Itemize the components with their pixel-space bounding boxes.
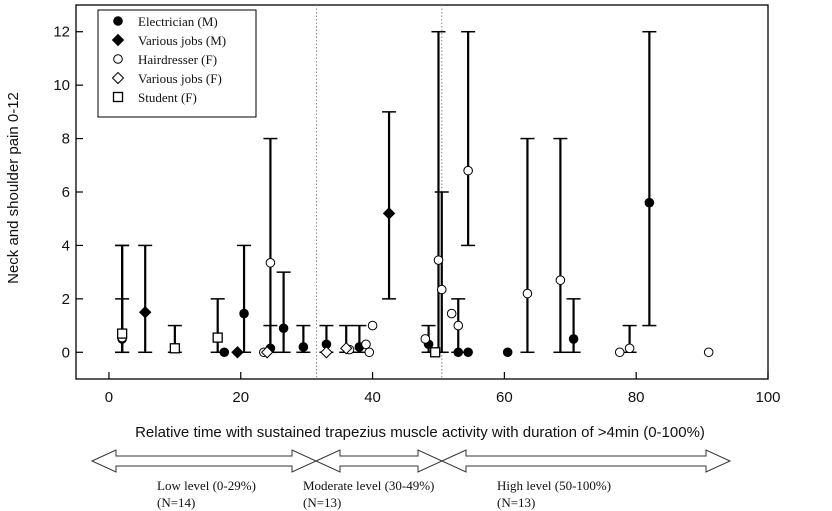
data-points [116,165,714,359]
y-axis: 0 2 4 6 8 10 12 [53,24,83,361]
electrician-m-point [453,347,464,358]
hairdresser-f-point [522,288,533,299]
y-axis-title: Neck and shoulder pain 0-12 [5,92,22,284]
legend-label: Electrician (M) [138,14,218,29]
hairdresser-f-point [446,308,457,319]
region-double-arrow [314,449,444,473]
y-tick-label: 10 [53,77,70,94]
y-tick-label: 6 [62,184,70,201]
student-f-point [116,328,128,339]
electrician-m-point [219,347,230,358]
region-double-arrow [90,449,318,473]
legend-marker [111,33,125,47]
region-label: Low level (0-29%) [157,478,256,493]
x-tick-label: 80 [628,389,645,406]
electrician-m-point [239,308,249,319]
legend-label: Student (F) [138,90,197,105]
various-jobs-f-point [340,342,353,355]
x-tick-label: 100 [755,389,780,406]
hairdresser-f-point [367,320,378,331]
y-tick-label: 8 [62,131,70,148]
x-tick-label: 40 [364,389,381,406]
region-dividers [316,5,443,379]
electrician-m-point [278,323,289,334]
region-label: Moderate level (30-49%) [303,478,434,493]
legend-marker [111,71,125,85]
various-jobs-m-point [231,346,244,359]
hairdresser-f-point [555,275,566,285]
electrician-m-point [644,197,655,208]
x-axis-title: Relative time with sustained trapezius m… [135,424,705,441]
legend-label: Various jobs (M) [138,33,226,48]
hairdresser-f-point [433,255,444,265]
legend-marker [113,16,123,26]
region-double-arrow [440,449,732,473]
legend-box [97,9,257,118]
hairdresser-f-point [361,339,371,350]
region-count: (N=14) [157,495,195,510]
y-tick-label: 2 [62,291,70,308]
hairdresser-f-point [364,347,375,358]
hairdresser-f-point [436,284,447,295]
y-tick-label: 0 [62,344,70,361]
electrician-m-point [298,342,309,352]
hairdresser-f-point [624,343,635,354]
hairdresser-f-point [703,347,714,358]
electrician-m-point [502,347,513,358]
legend-marker [112,91,124,103]
student-f-point [430,347,441,358]
hairdresser-f-point [453,320,464,331]
various-jobs-m-point [382,207,396,220]
various-jobs-m-point [138,306,152,319]
region-label: High level (50-100%) [497,478,611,493]
electrician-m-point [463,347,473,358]
x-tick-label: 60 [496,389,513,406]
y-tick-label: 4 [62,237,70,254]
legend: Electrician (M) Various jobs (M) Hairdress… [97,9,257,118]
x-tick-label: 0 [105,389,113,406]
various-jobs-f-point [260,346,274,359]
region-count: (N=13) [303,495,341,510]
legend-label: Hairdresser (F) [138,52,217,67]
y-tick-label: 12 [53,24,70,41]
legend-label: Various jobs (F) [138,71,222,86]
electrician-m-point [568,334,579,344]
student-f-point [212,332,223,343]
various-jobs-f-point [320,346,333,359]
student-f-point [169,343,181,354]
legend-marker [113,54,123,64]
x-tick-label: 20 [232,389,249,406]
hairdresser-f-point [463,165,473,176]
hairdresser-f-point [420,334,431,344]
x-axis: 0 20 40 60 80 100 [105,372,781,406]
hairdresser-f-point [265,257,276,268]
activity-level-regions: Low level (0-29%) (N=14) Moderate level (3… [90,449,732,510]
hairdresser-f-point [614,347,625,358]
region-count: (N=13) [497,495,535,510]
